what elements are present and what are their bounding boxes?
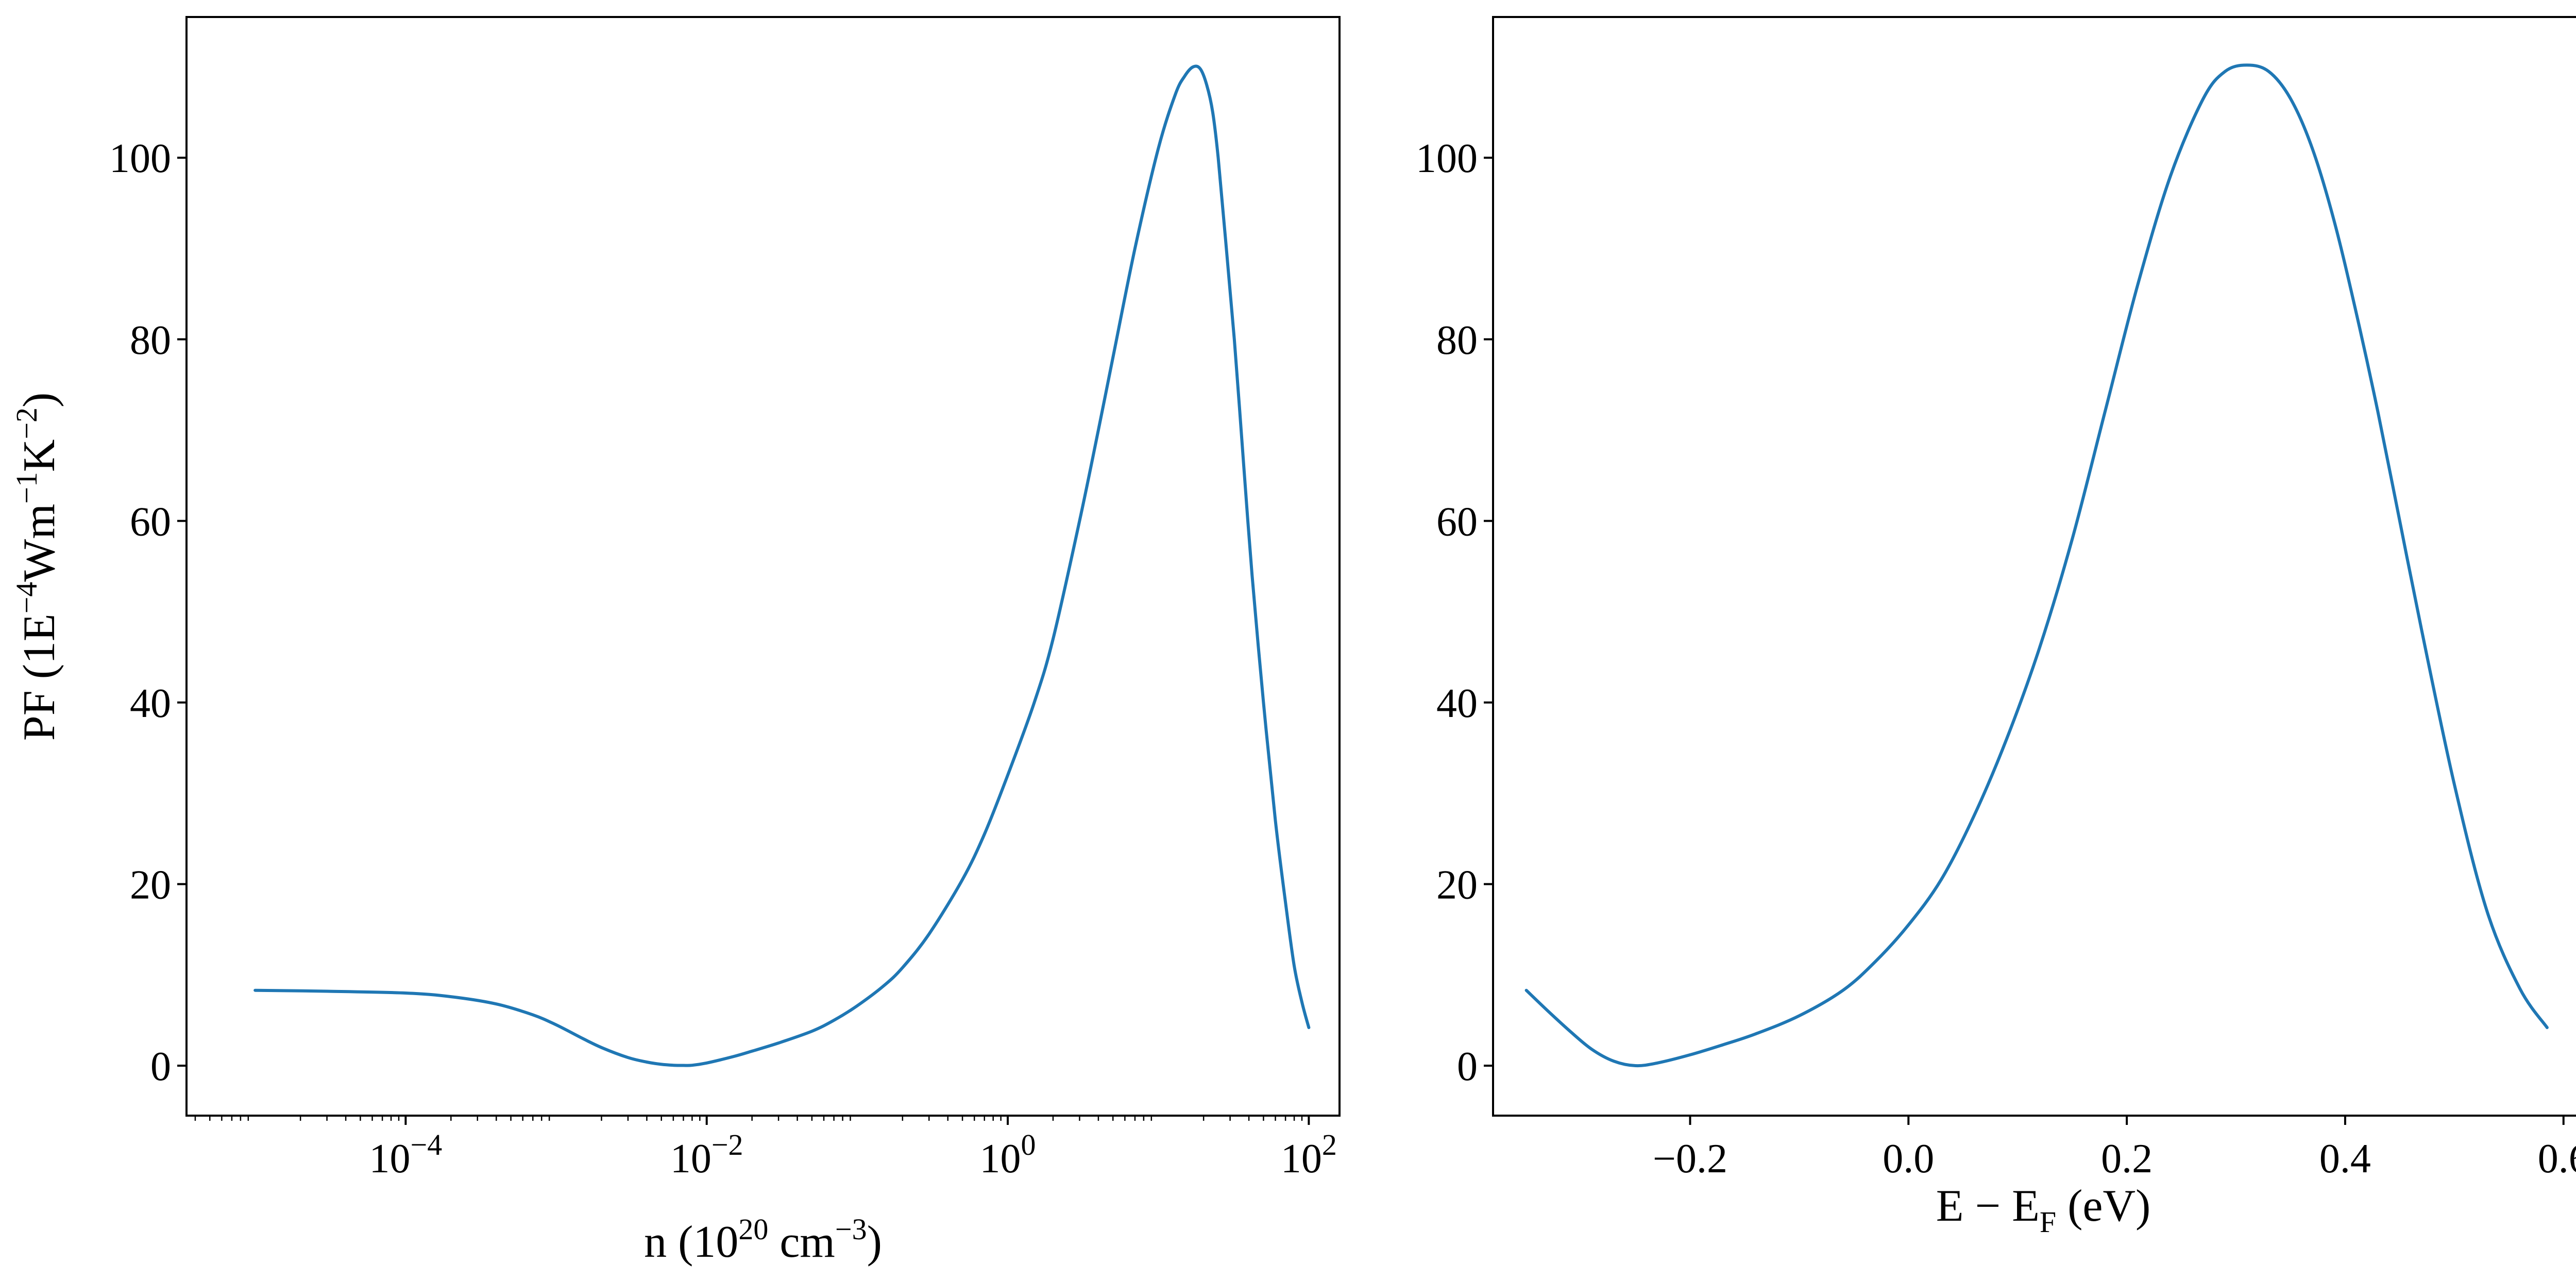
y-tick-label: 40 xyxy=(130,681,171,726)
x-tick-label: 0.2 xyxy=(2101,1136,2153,1182)
left-series-layer xyxy=(253,64,1311,1067)
right-y-ticks: 0 20 40 60 80 100 xyxy=(1416,136,1493,1089)
left-x-axis-label-exp1: 20 xyxy=(738,1212,768,1246)
left-y-axis-label-exp1: −4 xyxy=(10,582,43,614)
x-tick-label-exponent: −4 xyxy=(411,1128,443,1161)
left-x-axis-label: n (1020 cm−3) xyxy=(644,1212,882,1267)
right-x-axis-label-part2: (eV) xyxy=(2056,1181,2150,1231)
y-tick-label: 80 xyxy=(1436,318,1478,363)
x-tick-label-exponent: 0 xyxy=(1021,1128,1036,1161)
right-x-axis-label: E − EF (eV) xyxy=(1936,1181,2151,1239)
x-tick-label-base: 10 xyxy=(1281,1136,1322,1182)
y-tick-label: 100 xyxy=(109,136,171,181)
y-tick-label: 60 xyxy=(1436,499,1478,544)
left-x-axis-label-unit: cm xyxy=(768,1217,835,1267)
x-tick-label: 10−4 xyxy=(369,1128,443,1182)
left-y-axis-label-exp3: −2 xyxy=(10,407,43,439)
y-tick-label: 100 xyxy=(1416,136,1478,181)
x-tick-label-base: 10 xyxy=(980,1136,1021,1182)
left-x-ticks: 10−4 10−2 100 102 xyxy=(194,1116,1337,1182)
right-x-axis-label-sub: F xyxy=(2040,1205,2056,1239)
left-y-axis-label-part3: K xyxy=(14,439,64,472)
x-tick-label-exponent: −2 xyxy=(711,1128,743,1161)
x-tick-label: 102 xyxy=(1281,1128,1337,1182)
y-tick-label: 0 xyxy=(150,1044,171,1089)
right-panel: 0 20 40 60 80 100 −0.2 0.0 0.2 0.4 0.6 E − EF (eV… xyxy=(1416,16,2576,1239)
left-x-axis-label-base: n (10 xyxy=(644,1217,738,1267)
left-x-axis-label-close: ) xyxy=(867,1217,882,1267)
left-y-axis-label-close: ) xyxy=(14,392,64,407)
right-x-axis-label-part1: E − E xyxy=(1936,1181,2040,1231)
right-x-ticks: −0.2 0.0 0.2 0.4 0.6 xyxy=(1653,1116,2576,1182)
y-tick-label: 20 xyxy=(1436,862,1478,908)
x-tick-label: 0.4 xyxy=(2319,1136,2371,1182)
y-tick-label: 60 xyxy=(130,499,171,544)
left-y-axis-label: PF (1E−4Wm−1K−2) xyxy=(10,392,64,741)
x-tick-label: 100 xyxy=(980,1128,1036,1182)
y-tick-label: 40 xyxy=(1436,681,1478,726)
left-x-axis-label-exp2: −3 xyxy=(835,1212,867,1246)
left-axes-frame xyxy=(185,16,1341,1117)
right-axes-frame xyxy=(1492,16,2576,1117)
y-tick-label: 20 xyxy=(130,862,171,908)
x-tick-label: −0.2 xyxy=(1653,1136,1727,1182)
x-tick-label: 0.0 xyxy=(1883,1136,1934,1182)
left-y-axis-label-exp2: −1 xyxy=(10,472,43,504)
x-tick-label: 0.6 xyxy=(2538,1136,2576,1182)
x-tick-label-exponent: 2 xyxy=(1322,1128,1337,1161)
x-tick-label-base: 10 xyxy=(369,1136,411,1182)
left-y-axis-label-part2: Wm xyxy=(14,504,64,582)
x-tick-label-base: 10 xyxy=(670,1136,711,1182)
pf-series-line xyxy=(253,64,1311,1067)
pf-series-line xyxy=(1524,63,2549,1068)
right-series-layer xyxy=(1524,63,2549,1068)
left-y-ticks: 0 20 40 60 80 100 xyxy=(109,136,187,1089)
y-tick-label: 80 xyxy=(130,318,171,363)
y-tick-label: 0 xyxy=(1457,1044,1478,1089)
left-y-axis-label-part1: PF (1E xyxy=(14,613,64,741)
x-tick-label: 10−2 xyxy=(670,1128,743,1182)
